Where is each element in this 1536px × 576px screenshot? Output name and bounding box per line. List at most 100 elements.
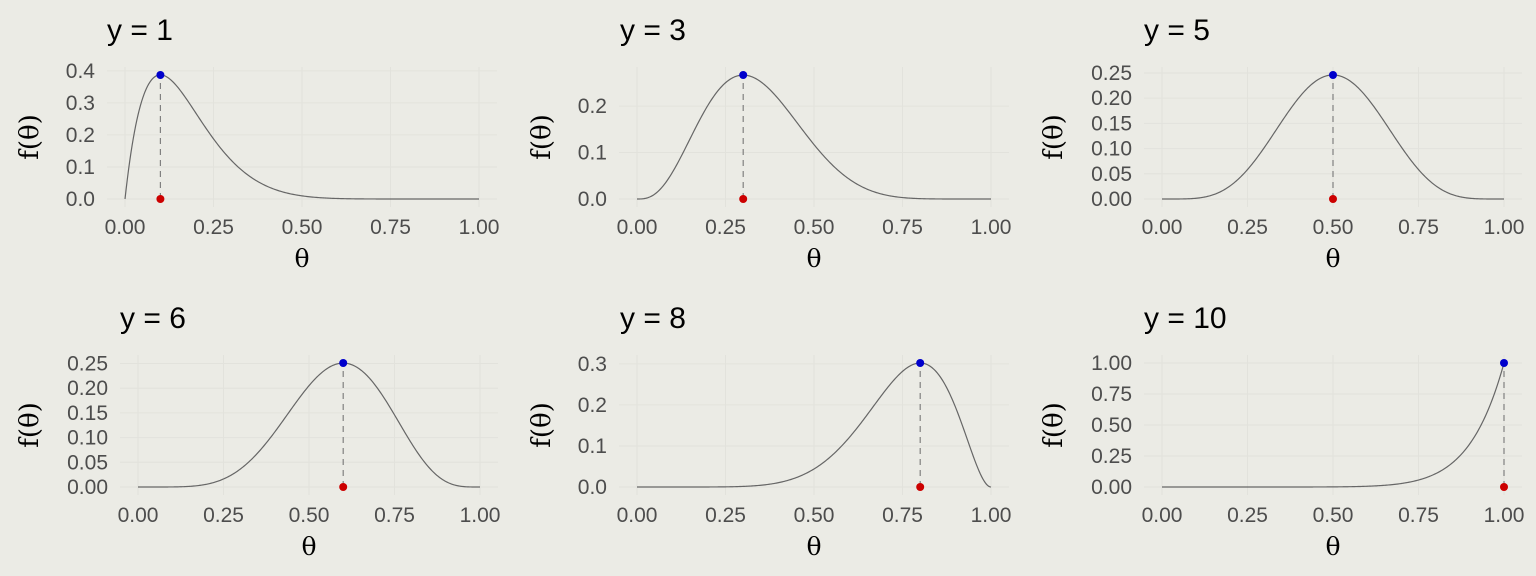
y-axis-title: f(θ)	[1039, 114, 1069, 160]
y-tick-label: 0.0	[66, 188, 95, 211]
x-tick-label: 0.50	[794, 216, 835, 239]
x-tick-label: 0.25	[203, 504, 244, 527]
x-axis-title: θ	[806, 244, 821, 273]
x-tick-label: 0.75	[882, 216, 923, 239]
panel-title: y = 8	[620, 302, 686, 335]
x-tick-label: 0.00	[617, 504, 658, 527]
x-tick-label: 0.00	[118, 504, 159, 527]
mode-point	[156, 71, 165, 79]
base-point	[1500, 483, 1508, 491]
y-tick-label: 0.05	[1091, 163, 1132, 186]
chart-panel-3: y = 50.000.050.100.150.200.250.00 0.25 0.5…	[1039, 14, 1524, 273]
mode-point	[916, 359, 925, 367]
x-tick-label: 0.25	[1227, 216, 1268, 239]
y-tick-label: 0.2	[578, 394, 607, 417]
chart-panel-4: y = 60.000.050.100.150.200.250.00 0.25 0.5…	[15, 302, 500, 561]
y-tick-label: 0.05	[67, 451, 108, 474]
y-tick-label: 0.10	[1091, 138, 1132, 161]
x-tick-label: 0.50	[1313, 216, 1354, 239]
chart-panel-5: y = 8 0.0 0.1 0.2 0.3 0.00 0.25 0.50 0.75 1.00 θ f(…	[527, 302, 1011, 561]
y-axis-title: f(θ)	[15, 402, 45, 448]
likelihood-curve	[637, 362, 992, 488]
y-tick-label: 0.1	[578, 142, 607, 165]
mode-point	[739, 71, 748, 79]
y-tick-label: 0.15	[1091, 112, 1132, 135]
base-point	[339, 483, 348, 491]
y-tick-label: 0.3	[578, 353, 607, 376]
y-tick-label: 0.0	[578, 476, 607, 499]
y-tick-label: 0.1	[578, 435, 607, 458]
y-tick-label: 0.2	[578, 95, 607, 118]
x-tick-label: 1.00	[459, 216, 500, 239]
x-tick-label: 0.00	[1142, 216, 1183, 239]
chart-panel-2: y = 3 0.0 0.1 0.2 0.00 0.25 0.50 0.75 1.00 θ f(θ)	[527, 14, 1011, 273]
y-tick-label: 0.25	[1091, 62, 1132, 85]
y-tick-label: 0.25	[67, 352, 108, 375]
likelihood-curve	[637, 74, 991, 200]
x-axis-title: θ	[806, 532, 821, 561]
panel-title: y = 3	[620, 14, 686, 47]
y-tick-label: 0.10	[67, 427, 108, 450]
x-tick-label: 0.25	[1227, 504, 1268, 527]
x-tick-label: 1.00	[1484, 216, 1525, 239]
x-axis-title: θ	[1325, 244, 1340, 273]
y-axis-title: f(θ)	[15, 114, 45, 160]
y-axis-title: f(θ)	[527, 402, 557, 448]
x-axis-title: θ	[1325, 532, 1340, 561]
mode-point	[1500, 359, 1508, 367]
y-tick-label: 0.0	[578, 188, 607, 211]
y-tick-label: 1.00	[1091, 352, 1132, 375]
base-point	[739, 195, 748, 203]
x-tick-label: 0.75	[882, 504, 923, 527]
mode-point	[339, 359, 348, 367]
y-tick-label: 0.75	[1091, 383, 1132, 406]
y-tick-label: 0.50	[1091, 414, 1132, 437]
chart-panel-6: y = 10 0.00 0.25 0.50 0.75 1.00 0.00 0.25 0.50 0.…	[1039, 302, 1524, 561]
x-tick-label: 0.50	[282, 216, 323, 239]
x-axis-title: θ	[294, 244, 309, 273]
chart-panel-1: y = 1 0.0 0.1 0.2 0.3 0.4 0.00 0.25 0.50 0.75 1.00…	[15, 14, 499, 273]
panel-title: y = 10	[1144, 302, 1227, 335]
y-tick-label: 0.00	[1091, 476, 1132, 499]
x-tick-label: 0.00	[1142, 504, 1183, 527]
panel-title: y = 1	[107, 14, 173, 47]
panel-title: y = 5	[1144, 14, 1210, 47]
y-tick-label: 0.25	[1091, 445, 1132, 468]
x-axis-title: θ	[301, 532, 316, 561]
base-point	[1329, 195, 1337, 203]
x-tick-label: 0.50	[794, 504, 835, 527]
base-point	[156, 195, 165, 203]
x-tick-label: 0.25	[705, 504, 746, 527]
x-tick-label: 0.50	[289, 504, 330, 527]
y-tick-label: 0.00	[67, 476, 108, 499]
likelihood-curve	[138, 362, 480, 488]
y-tick-label: 0.00	[1091, 188, 1132, 211]
x-tick-label: 0.75	[1398, 216, 1439, 239]
panel-title: y = 6	[120, 302, 186, 335]
x-tick-label: 0.00	[617, 216, 658, 239]
y-tick-label: 0.15	[67, 402, 108, 425]
x-tick-label: 0.75	[370, 216, 411, 239]
x-tick-label: 1.00	[971, 504, 1012, 527]
y-tick-label: 0.2	[66, 124, 95, 147]
y-axis-title: f(θ)	[1039, 402, 1069, 448]
likelihood-curve	[1162, 362, 1505, 488]
x-tick-label: 1.00	[1484, 504, 1525, 527]
y-tick-label: 0.20	[1091, 87, 1132, 110]
y-tick-label: 0.20	[67, 377, 108, 400]
x-tick-label: 1.00	[460, 504, 501, 527]
y-tick-label: 0.3	[66, 92, 95, 115]
likelihood-curve	[124, 74, 479, 200]
x-tick-label: 1.00	[971, 216, 1012, 239]
x-tick-label: 0.50	[1313, 504, 1354, 527]
x-tick-label: 0.75	[374, 504, 415, 527]
y-tick-label: 0.4	[66, 60, 96, 83]
base-point	[916, 483, 925, 491]
x-tick-label: 0.75	[1398, 504, 1439, 527]
x-tick-label: 0.00	[105, 216, 146, 239]
y-axis-title: f(θ)	[527, 114, 557, 160]
mode-point	[1329, 71, 1337, 79]
y-tick-label: 0.1	[66, 156, 95, 179]
x-tick-label: 0.25	[705, 216, 746, 239]
